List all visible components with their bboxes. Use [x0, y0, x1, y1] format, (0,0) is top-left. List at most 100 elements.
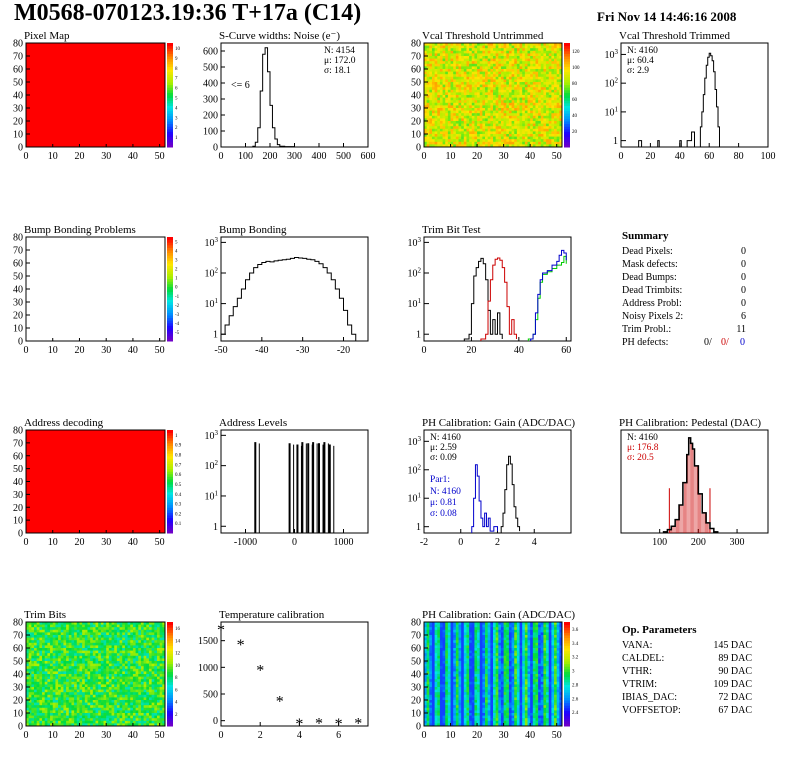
heatmap-cell [127, 666, 131, 670]
heatmap-cell [495, 89, 499, 93]
heatmap-cell [71, 692, 75, 696]
x-tick-label: 10 [48, 345, 58, 356]
heatmap-cell [479, 61, 483, 65]
heatmap-cell [130, 671, 134, 675]
heatmap-cell [98, 624, 102, 628]
heatmap-cell [498, 53, 502, 57]
heatmap-cell [114, 637, 118, 641]
heatmap-cell [493, 123, 497, 127]
heatmap-cell [540, 115, 544, 119]
heatmap-cell [79, 700, 83, 703]
heatmap-cell [540, 69, 544, 72]
heatmap-cell [60, 694, 64, 698]
heatmap-cell [60, 700, 64, 703]
heatmap-cell [469, 118, 473, 122]
heatmap-cell [87, 715, 91, 719]
heatmap-cell [511, 113, 515, 117]
heatmap-cell [116, 718, 120, 722]
y-tick-label: 50 [13, 272, 23, 283]
heatmap-cell [58, 692, 62, 696]
heatmap-cell [76, 622, 80, 625]
heatmap-cell [522, 110, 526, 114]
stats-line: μ: 0.81 [430, 498, 457, 508]
heatmap-cell [495, 95, 499, 98]
heatmap-cell [34, 715, 38, 719]
heatmap-cell [429, 102, 433, 106]
heatmap-cell [92, 705, 96, 709]
heatmap-cell [140, 648, 145, 651]
heatmap-cell [519, 131, 523, 135]
heatmap-cell [95, 713, 99, 716]
heatmap-cell [519, 69, 523, 72]
heatmap-cell [487, 131, 491, 135]
heatmap-cell [458, 141, 462, 145]
heatmap-cell [132, 692, 136, 696]
heatmap-cell [52, 622, 56, 625]
heatmap-cell [527, 79, 531, 83]
heatmap-cell [124, 705, 128, 709]
heatmap-cell [556, 89, 560, 93]
heatmap-cell [95, 674, 99, 677]
heatmap-cell [559, 43, 563, 46]
heatmap-cell [140, 681, 145, 685]
heatmap-cell [445, 105, 449, 109]
heatmap-cell [58, 642, 62, 646]
heatmap-cell [103, 715, 107, 719]
heatmap-cell [487, 95, 491, 98]
heatmap-cell [26, 658, 30, 662]
heatmap-cell [548, 74, 552, 78]
heatmap-cell [538, 53, 542, 57]
heatmap-cell [76, 640, 80, 644]
heatmap-cell [508, 139, 512, 143]
heatmap-cell [52, 697, 56, 701]
heatmap-cell [445, 50, 449, 54]
heatmap-cell [439, 89, 443, 93]
heatmap-cell [508, 624, 512, 628]
page-title: M0568-070123.19:36 T+17a (C14) [14, 0, 362, 26]
heatmap-cell [100, 700, 104, 703]
heatmap-cell [124, 661, 128, 664]
heatmap-cell [479, 131, 483, 135]
heatmap-cell [474, 71, 478, 75]
heatmap-cell [71, 713, 75, 716]
colorbar-segment [167, 108, 173, 112]
heatmap-cell [458, 50, 462, 54]
heatmap-cell [426, 100, 430, 104]
heatmap-cell [114, 663, 118, 667]
heatmap-cell [103, 666, 107, 670]
heatmap-cell [437, 84, 441, 88]
heatmap-cell [28, 655, 32, 659]
heatmap-cell [503, 131, 507, 135]
heatmap-cell [79, 723, 83, 727]
colorbar-segment [564, 121, 570, 125]
heatmap-cell [442, 50, 446, 54]
heatmap-cell [442, 84, 446, 88]
heatmap-cell [519, 63, 523, 67]
heatmap-cell [524, 141, 528, 145]
heatmap-cell [471, 71, 475, 75]
colorbar-tick-label: 5 [175, 241, 178, 246]
heatmap-cell [28, 715, 32, 719]
heatmap-cell [111, 658, 115, 662]
heatmap-cell [58, 640, 62, 644]
x-tick-label: 0 [24, 537, 29, 548]
heatmap-cell [116, 668, 120, 672]
heatmap-cell [551, 108, 555, 111]
x-tick-label: -2 [420, 537, 428, 548]
heatmap-cell [44, 715, 48, 719]
heatmap-cell [434, 97, 438, 101]
heatmap-cell [58, 632, 62, 636]
heatmap-cell [82, 715, 86, 719]
heatmap-cell [50, 679, 54, 683]
heatmap-cell [463, 82, 467, 85]
heatmap-cell [426, 110, 430, 114]
heatmap-cell [90, 648, 94, 651]
heatmap-cell [495, 84, 499, 88]
heatmap-cell [92, 666, 96, 670]
heatmap-cell [431, 69, 436, 72]
heatmap-cell [28, 650, 32, 654]
heatmap-cell [426, 45, 430, 49]
heatmap-cell [74, 679, 78, 683]
heatmap-cell [511, 128, 515, 132]
heatmap-cell [527, 53, 531, 57]
